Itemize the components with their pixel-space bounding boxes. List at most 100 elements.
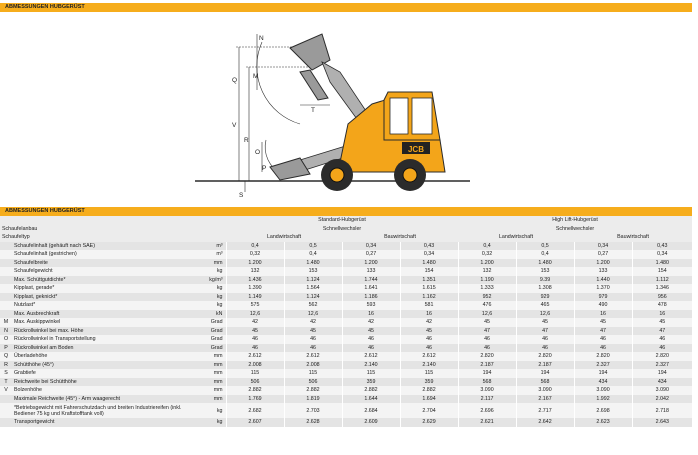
- row-value: 46: [283, 343, 343, 352]
- row-unit: Grad: [192, 343, 227, 352]
- row-value: 2.704: [399, 403, 459, 418]
- row-value: 929: [515, 292, 575, 301]
- row-value: 1.346: [631, 284, 693, 293]
- table-row: Schaufelbreite mm 1.200 1.480 1.200 1.480 1.20…: [0, 258, 693, 267]
- row-value: 1.615: [399, 284, 459, 293]
- dimension-label-n: N: [259, 35, 264, 42]
- table-row: T Reichweite bei Schütthöhe mm 506 506 359 359…: [0, 377, 693, 386]
- row-value: 0,32: [457, 250, 517, 259]
- row-letter: Q: [0, 352, 12, 361]
- row-value: 42: [225, 318, 285, 327]
- row-value: 194: [631, 369, 693, 378]
- row-value: 46: [573, 343, 633, 352]
- row-unit: mm: [192, 352, 227, 361]
- row-value: 45: [631, 318, 693, 327]
- row-label: Max. Ausbrechkraft: [12, 309, 192, 318]
- row-unit: mm: [192, 386, 227, 395]
- row-value: 2.703: [283, 403, 343, 418]
- dimension-label-o: O: [255, 149, 260, 156]
- row-letter: [0, 258, 12, 267]
- row-value: 1.186: [341, 292, 401, 301]
- row-letter: N: [0, 326, 12, 335]
- row-value: 1.370: [573, 284, 633, 293]
- row-value: 0,43: [399, 241, 459, 250]
- table-row: Kipplast, gerade* kg 1.390 1.564 1.641 1.615 1…: [0, 284, 693, 293]
- row-value: 2.882: [341, 386, 401, 395]
- row-value: 490: [573, 301, 633, 310]
- row-value: 2.643: [631, 418, 693, 427]
- specification-table: Standard-Hubgerüst High Lift-Hubgerüst S…: [0, 216, 693, 427]
- row-value: 12,6: [515, 309, 575, 318]
- row-unit: mm: [192, 394, 227, 403]
- row-value: 1.480: [515, 258, 575, 267]
- row-value: 133: [573, 267, 633, 276]
- row-value: 1.992: [573, 394, 633, 403]
- row-label: *Betriebsgewicht mit Fahrerschutzdach un…: [12, 403, 192, 418]
- row-unit: mm: [192, 377, 227, 386]
- row-value: 581: [399, 301, 459, 310]
- row-unit: kg/m³: [192, 275, 227, 284]
- row-value: 154: [631, 267, 693, 276]
- row-label: Rückrollwinkel bei max. Höhe: [12, 326, 192, 335]
- header-schaufeltyp: Schaufeltyp: [0, 233, 227, 242]
- row-value: 2.882: [283, 386, 343, 395]
- dimension-label-m: M: [253, 73, 258, 80]
- row-value: 1.819: [283, 394, 343, 403]
- section-header-top: ABMESSUNGEN HUBGERÜST: [0, 3, 692, 12]
- row-value: 3.090: [457, 386, 517, 395]
- row-value: 153: [283, 267, 343, 276]
- row-value: 434: [573, 377, 633, 386]
- row-unit: kg: [192, 418, 227, 427]
- row-unit: m³: [192, 241, 227, 250]
- row-value: 2.612: [283, 352, 343, 361]
- row-label: Max. Auskippwinkel: [12, 318, 192, 327]
- row-unit: kg: [192, 301, 227, 310]
- row-value: 0,34: [341, 241, 401, 250]
- row-value: 12,6: [225, 309, 285, 318]
- row-value: 2.882: [225, 386, 285, 395]
- row-letter: S: [0, 369, 12, 378]
- row-value: 45: [515, 318, 575, 327]
- row-letter: O: [0, 335, 12, 344]
- row-label: Grabtiefe: [12, 369, 192, 378]
- row-value: 2.718: [631, 403, 693, 418]
- row-letter: [0, 309, 12, 318]
- row-label: Nutzlast*: [12, 301, 192, 310]
- row-value: 1.333: [457, 284, 517, 293]
- row-unit: m³: [192, 250, 227, 259]
- row-value: 0,34: [573, 241, 633, 250]
- table-row: Q Überladehöhe mm 2.612 2.612 2.612 2.612 2.820…: [0, 352, 693, 361]
- row-value: 16: [573, 309, 633, 318]
- row-value: 2.612: [225, 352, 285, 361]
- row-value: 0,5: [515, 241, 575, 250]
- row-label: Max. Schüttgutdichte*: [12, 275, 192, 284]
- table-row: Schaufelinhalt (gestrichen) m³ 0,32 0,4 0,27…: [0, 250, 693, 259]
- section-header-table: ABMESSUNGEN HUBGERÜST: [0, 207, 692, 216]
- row-letter: [0, 250, 12, 259]
- row-value: 2.682: [225, 403, 285, 418]
- row-value: 194: [457, 369, 517, 378]
- row-value: 506: [225, 377, 285, 386]
- row-label: Schaufelgewicht: [12, 267, 192, 276]
- row-value: 1.436: [225, 275, 285, 284]
- row-value: 46: [225, 343, 285, 352]
- row-value: 46: [631, 335, 693, 344]
- header-standard: Standard-Hubgerüst: [226, 216, 459, 225]
- row-unit: Grad: [192, 326, 227, 335]
- row-letter: [0, 418, 12, 427]
- row-label: Schaufelinhalt (gestrichen): [12, 250, 192, 259]
- row-value: 45: [225, 326, 285, 335]
- row-value: 2.140: [399, 360, 459, 369]
- row-value: 46: [631, 343, 693, 352]
- row-value: 3.090: [573, 386, 633, 395]
- row-value: 47: [457, 326, 517, 335]
- row-letter: V: [0, 386, 12, 395]
- table-row: Kipplast, geknickt* kg 1.149 1.124 1.186 1.16…: [0, 292, 693, 301]
- row-value: 1.744: [341, 275, 401, 284]
- row-value: 1.149: [225, 292, 285, 301]
- section-title-table: ABMESSUNGEN HUBGERÜST: [5, 208, 85, 214]
- row-letter: [0, 292, 12, 301]
- dimension-label-r: R: [244, 137, 249, 144]
- dimension-label-p: P: [262, 165, 266, 172]
- table-row: V Bolzenhöhe mm 2.882 2.882 2.882 2.882 3.090 3.…: [0, 386, 693, 395]
